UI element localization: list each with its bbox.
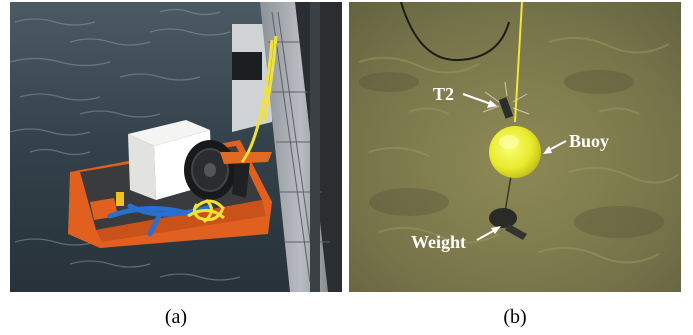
buoy-line [514, 2, 523, 123]
weight [489, 208, 527, 240]
annotation-weight: Weight [411, 226, 501, 252]
photo-panel-a [10, 2, 342, 292]
weight-label: Weight [411, 232, 466, 252]
seabed-texture [358, 36, 680, 264]
weight-arrow-shaft [476, 229, 496, 241]
underwater-photo: T2 Buoy Weight [349, 2, 681, 292]
water-ripples [10, 8, 241, 281]
buoy-arrow-head [543, 146, 552, 154]
t2-arrow-shaft [462, 93, 492, 105]
black-cable [400, 2, 510, 62]
buoy-arrow-shaft [548, 140, 567, 151]
caption-b: (b) [503, 306, 527, 328]
yellow-ropes [187, 35, 278, 224]
t2-label: T2 [433, 84, 454, 104]
buoy-label: Buoy [569, 131, 609, 151]
yellow-clip [116, 192, 124, 206]
photo-panel-b: T2 Buoy Weight [349, 2, 681, 292]
t2-arrow-head [487, 100, 497, 108]
weight-arrow-head [491, 226, 501, 234]
platform-photo [10, 2, 342, 292]
buoy-highlight [499, 135, 519, 149]
buoy [489, 126, 541, 178]
t2-sensor [482, 81, 530, 119]
caption-a: (a) [164, 306, 188, 328]
annotation-t2: T2 [433, 84, 497, 108]
annotation-buoy: Buoy [543, 131, 609, 154]
seabed-dark-patches [359, 70, 664, 238]
